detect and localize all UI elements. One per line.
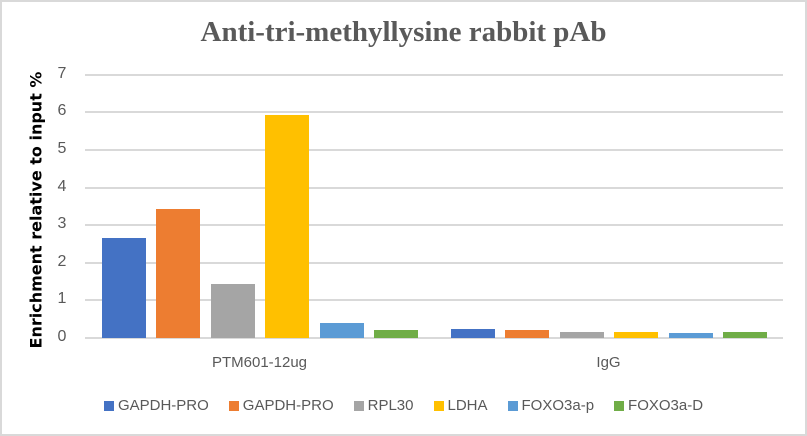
category-label-igg: IgG xyxy=(596,354,621,371)
legend-swatch xyxy=(507,400,518,411)
legend-swatch xyxy=(614,400,625,411)
category-label-ptm601: PTM601-12ug xyxy=(211,354,308,371)
bar xyxy=(669,332,713,338)
legend-swatch xyxy=(433,400,444,411)
bar xyxy=(156,209,200,338)
bar xyxy=(265,115,309,338)
legend-item: FOXO3a-D xyxy=(614,397,703,414)
y-tick-label: 2 xyxy=(57,252,67,270)
bar xyxy=(211,284,255,338)
y-tick-label: 6 xyxy=(57,102,67,120)
y-tick-label: 7 xyxy=(57,64,67,82)
y-tick-label: 1 xyxy=(57,290,67,308)
legend-swatch xyxy=(353,400,364,411)
legend-item: GAPDH-PRO xyxy=(103,397,209,414)
legend: GAPDH-PRO GAPDH-PRO RPL30 LDHA FOXO3a-p FOXO3… xyxy=(0,397,807,414)
bar xyxy=(374,330,418,338)
y-axis-label: Enrichment relative to input % xyxy=(26,71,46,349)
bar xyxy=(451,328,495,338)
gridline xyxy=(85,224,783,227)
gridline xyxy=(85,337,783,339)
legend-label: FOXO3a-D xyxy=(628,397,704,414)
bar xyxy=(723,331,767,338)
y-tick-label: 5 xyxy=(57,140,67,157)
legend-item: RPL30 xyxy=(353,397,414,414)
y-tick-label: 0 xyxy=(57,328,67,345)
gridline xyxy=(85,186,783,189)
gridline xyxy=(85,73,783,76)
gridline xyxy=(85,261,783,264)
legend-label: LDHA xyxy=(447,397,488,414)
legend-swatch xyxy=(228,400,239,411)
y-tick-label: 4 xyxy=(57,177,67,195)
legend-label: GAPDH-PRO xyxy=(117,397,209,414)
bar xyxy=(505,330,549,338)
legend-label: GAPDH-PRO xyxy=(242,397,334,414)
bar xyxy=(614,331,658,338)
legend-swatch xyxy=(103,400,114,411)
bar xyxy=(560,331,604,338)
legend-label: FOXO3a-p xyxy=(521,397,595,414)
gridline xyxy=(85,149,783,151)
bar xyxy=(320,322,364,338)
gridline xyxy=(85,111,783,114)
legend-label: RPL30 xyxy=(367,397,414,414)
legend-item: GAPDH-PRO xyxy=(228,397,334,414)
legend-item: LDHA xyxy=(433,397,488,414)
bar xyxy=(102,238,146,338)
legend-item: FOXO3a-p xyxy=(507,397,595,414)
y-tick-label: 3 xyxy=(57,215,67,233)
chart-title: Anti-tri-methyllysine rabbit pAb xyxy=(200,16,607,48)
gridline xyxy=(85,299,783,302)
